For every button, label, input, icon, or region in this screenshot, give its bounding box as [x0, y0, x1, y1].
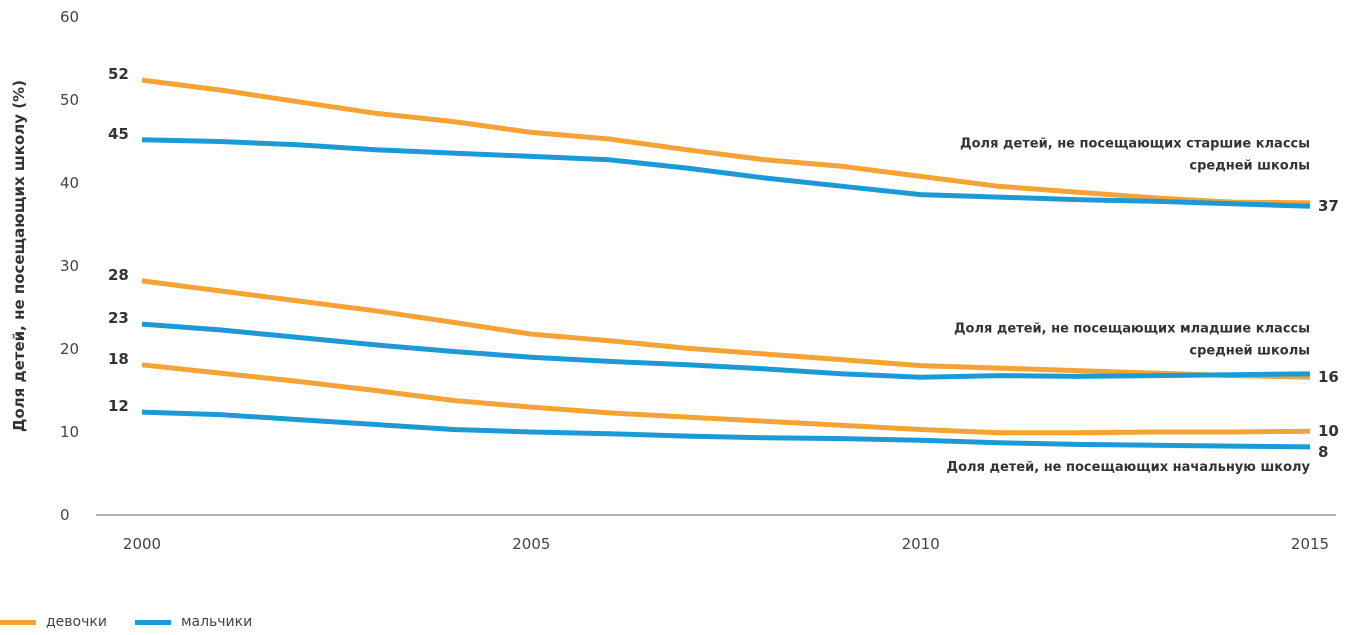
y-tick-label: 0 [60, 506, 70, 524]
data-label: 18 [108, 350, 129, 368]
series-lines [141, 77, 1311, 450]
data-label: 23 [108, 309, 129, 327]
line-chart: Доля детей, не посещающих школу (%) 0 10 2… [10, 8, 1339, 553]
series-line-upper-boys [141, 137, 1311, 209]
x-axis-ticks: 2000 2005 2010 2015 [123, 535, 1329, 553]
legend-label-girls: девочки [46, 614, 107, 630]
y-tick-label: 40 [60, 174, 79, 192]
y-tick-label: 20 [60, 340, 79, 358]
x-tick-label: 2015 [1291, 535, 1329, 553]
data-label: 52 [108, 65, 129, 83]
data-label: 37 [1318, 197, 1339, 215]
x-tick-label: 2010 [902, 535, 940, 553]
series-line-primary-girls [141, 362, 1311, 436]
data-label: 12 [108, 397, 129, 415]
data-labels: 52 45 28 23 18 12 37 16 10 8 [108, 65, 1339, 461]
series-group-annotation: средней школы [1189, 343, 1310, 358]
y-tick-label: 10 [60, 423, 79, 441]
data-label: 28 [108, 266, 129, 284]
y-axis-ticks: 0 10 20 30 40 50 60 [60, 8, 79, 524]
annotations: Доля детей, не посещающих старшие классы… [947, 136, 1311, 475]
data-label: 16 [1318, 368, 1339, 386]
y-axis-title: Доля детей, не посещающих школу (%) [10, 80, 28, 432]
series-group-annotation: средней школы [1189, 158, 1310, 173]
y-tick-label: 30 [60, 257, 79, 275]
data-label: 10 [1318, 422, 1339, 440]
x-tick-label: 2000 [123, 535, 161, 553]
legend-swatch-boys [134, 619, 171, 625]
x-tick-label: 2005 [512, 535, 550, 553]
legend-swatch-girls [0, 619, 36, 625]
series-group-annotation: Доля детей, не посещающих младшие классы [954, 321, 1310, 336]
legend: девочки мальчики [0, 612, 280, 632]
series-group-annotation: Доля детей, не посещающих начальную школ… [947, 460, 1311, 475]
y-tick-label: 50 [60, 91, 79, 109]
series-group-annotation: Доля детей, не посещающих старшие классы [960, 136, 1310, 151]
data-label: 8 [1318, 443, 1328, 461]
data-label: 45 [108, 125, 129, 143]
series-line-lower-secondary-girls [141, 278, 1311, 380]
series-line-primary-boys [141, 409, 1311, 450]
legend-item-boys: мальчики [134, 614, 253, 630]
series-line-lower-secondary-boys [141, 321, 1311, 380]
series-line-upper-girls [141, 77, 1311, 206]
y-tick-label: 60 [60, 8, 79, 26]
legend-label-boys: мальчики [180, 614, 253, 630]
legend-item-girls: девочки [0, 614, 107, 630]
